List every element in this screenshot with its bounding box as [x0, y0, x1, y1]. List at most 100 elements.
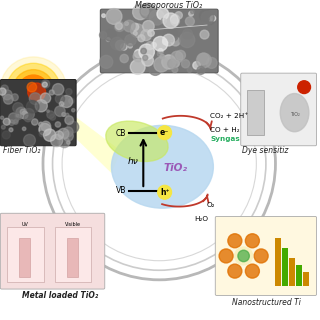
Text: VB: VB [116, 186, 126, 195]
Circle shape [29, 93, 41, 105]
Circle shape [3, 118, 10, 125]
Circle shape [24, 134, 36, 146]
Circle shape [245, 264, 260, 278]
Circle shape [171, 37, 180, 46]
FancyBboxPatch shape [296, 266, 302, 286]
Circle shape [153, 36, 168, 51]
Circle shape [140, 3, 156, 19]
Circle shape [23, 108, 35, 120]
Circle shape [131, 24, 144, 37]
Circle shape [191, 10, 194, 14]
Circle shape [51, 134, 63, 147]
FancyBboxPatch shape [241, 73, 316, 146]
Circle shape [185, 17, 194, 26]
Circle shape [66, 89, 72, 95]
Circle shape [128, 44, 132, 48]
Text: CO + H₂: CO + H₂ [210, 127, 240, 133]
Circle shape [171, 15, 180, 23]
Circle shape [100, 55, 113, 68]
Circle shape [121, 44, 127, 50]
Circle shape [13, 103, 23, 113]
Circle shape [13, 70, 54, 111]
Circle shape [171, 17, 180, 26]
Circle shape [228, 264, 242, 278]
Circle shape [200, 30, 209, 39]
Circle shape [16, 107, 27, 118]
Circle shape [254, 249, 268, 263]
Circle shape [205, 15, 215, 25]
Circle shape [134, 49, 143, 58]
Circle shape [161, 18, 166, 24]
FancyBboxPatch shape [55, 227, 92, 282]
Circle shape [40, 93, 51, 103]
Circle shape [2, 131, 10, 139]
Circle shape [59, 137, 70, 148]
Circle shape [1, 85, 8, 92]
Circle shape [69, 98, 75, 104]
Circle shape [171, 51, 183, 63]
Circle shape [154, 57, 169, 72]
Circle shape [133, 31, 137, 35]
Circle shape [55, 122, 60, 127]
Text: Mesoporous TiO₂: Mesoporous TiO₂ [135, 2, 203, 11]
Circle shape [105, 29, 116, 41]
Text: CB: CB [116, 129, 126, 138]
Text: hν: hν [128, 157, 139, 166]
Circle shape [42, 80, 50, 88]
Circle shape [6, 63, 60, 117]
FancyBboxPatch shape [215, 216, 316, 295]
Circle shape [125, 22, 128, 25]
Ellipse shape [106, 121, 168, 162]
Circle shape [4, 94, 13, 104]
Circle shape [167, 28, 178, 39]
Circle shape [12, 94, 18, 101]
Text: H₂O: H₂O [194, 216, 208, 222]
Circle shape [132, 4, 148, 20]
Circle shape [149, 63, 162, 76]
Circle shape [199, 10, 211, 21]
Text: e⁻: e⁻ [160, 128, 169, 137]
Circle shape [197, 67, 205, 74]
Circle shape [100, 31, 107, 39]
FancyBboxPatch shape [247, 90, 264, 135]
Circle shape [106, 9, 122, 24]
Circle shape [141, 8, 149, 15]
Circle shape [141, 30, 151, 41]
Circle shape [0, 57, 67, 124]
FancyBboxPatch shape [67, 238, 78, 276]
Text: Fiber TiO₂: Fiber TiO₂ [3, 146, 41, 155]
Circle shape [62, 112, 66, 116]
Circle shape [163, 13, 178, 28]
Circle shape [35, 100, 47, 112]
Circle shape [67, 141, 70, 144]
Circle shape [1, 116, 4, 119]
Ellipse shape [111, 125, 213, 208]
Circle shape [164, 27, 179, 42]
Circle shape [196, 53, 211, 68]
Circle shape [59, 102, 64, 106]
Circle shape [55, 106, 65, 116]
Circle shape [39, 131, 44, 137]
Circle shape [172, 67, 178, 73]
Circle shape [50, 114, 56, 120]
Circle shape [146, 42, 154, 50]
Circle shape [183, 29, 192, 39]
Circle shape [65, 113, 69, 117]
Circle shape [219, 249, 233, 263]
Circle shape [41, 121, 51, 131]
Text: h⁺: h⁺ [160, 188, 169, 197]
Circle shape [189, 12, 193, 16]
Circle shape [164, 19, 171, 26]
Circle shape [148, 30, 154, 36]
Circle shape [130, 60, 145, 75]
Polygon shape [48, 98, 121, 173]
Circle shape [116, 40, 126, 51]
Circle shape [109, 10, 120, 20]
Circle shape [20, 109, 25, 114]
Text: CO₂ + 2H⁺: CO₂ + 2H⁺ [210, 113, 248, 119]
Circle shape [172, 60, 179, 67]
Circle shape [26, 100, 39, 113]
Circle shape [106, 38, 110, 42]
Circle shape [141, 49, 144, 52]
Circle shape [201, 11, 214, 24]
